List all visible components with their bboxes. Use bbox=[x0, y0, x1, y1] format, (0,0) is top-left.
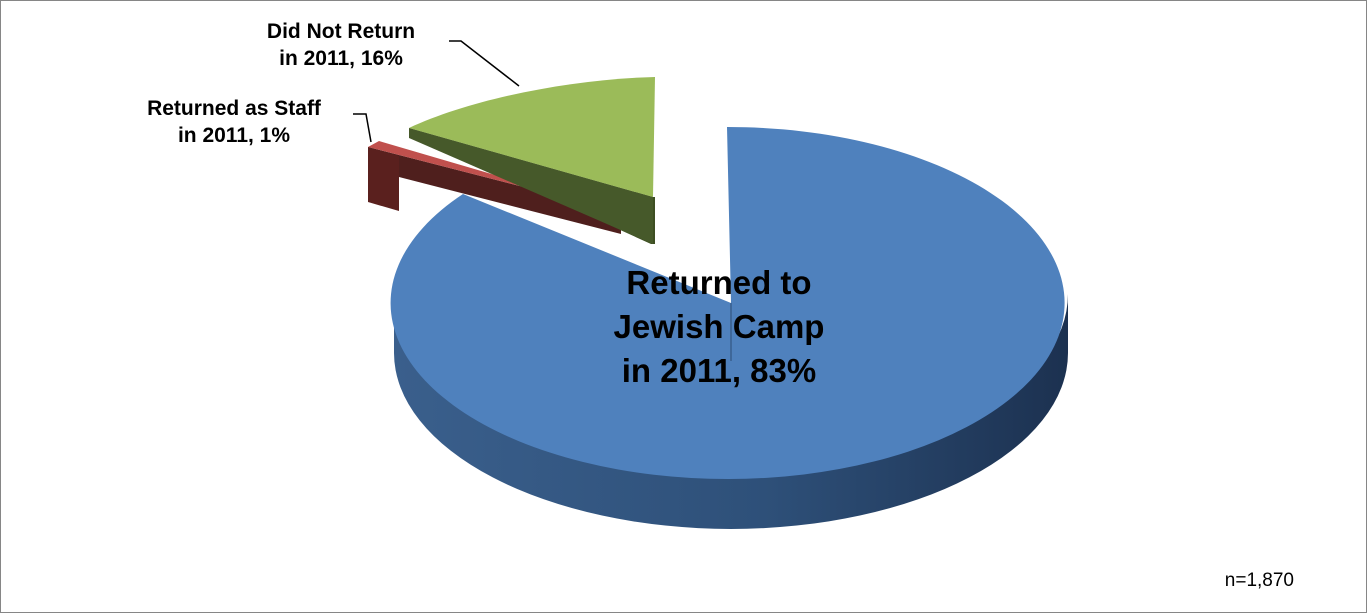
pie-slice-returned-staff-side bbox=[368, 147, 621, 234]
pie-slice-returned-camp bbox=[390, 126, 1068, 529]
pie-slice-returned-camp-side bbox=[394, 294, 1068, 529]
pie-slice-did-not-return bbox=[409, 77, 655, 244]
data-label-did-not-return: Did Not Return in 2011, 16% bbox=[266, 20, 416, 70]
leader-line-returned-staff bbox=[353, 113, 372, 143]
pie-slice-did-not-return-front bbox=[409, 128, 653, 244]
data-label-returned-camp: Returned to Jewish Camp in 2011, 83% bbox=[613, 264, 825, 389]
sample-size-note: n=1,870 bbox=[1224, 570, 1294, 591]
pie-slice-returned-camp-top bbox=[390, 126, 1065, 479]
data-label-returned-staff: Returned as Staff in 2011, 1% bbox=[147, 97, 321, 147]
pie-slice-did-not-return-top bbox=[409, 77, 655, 197]
leader-line-did-not-return bbox=[449, 40, 520, 87]
pie-slice-returned-staff-front bbox=[368, 147, 399, 211]
